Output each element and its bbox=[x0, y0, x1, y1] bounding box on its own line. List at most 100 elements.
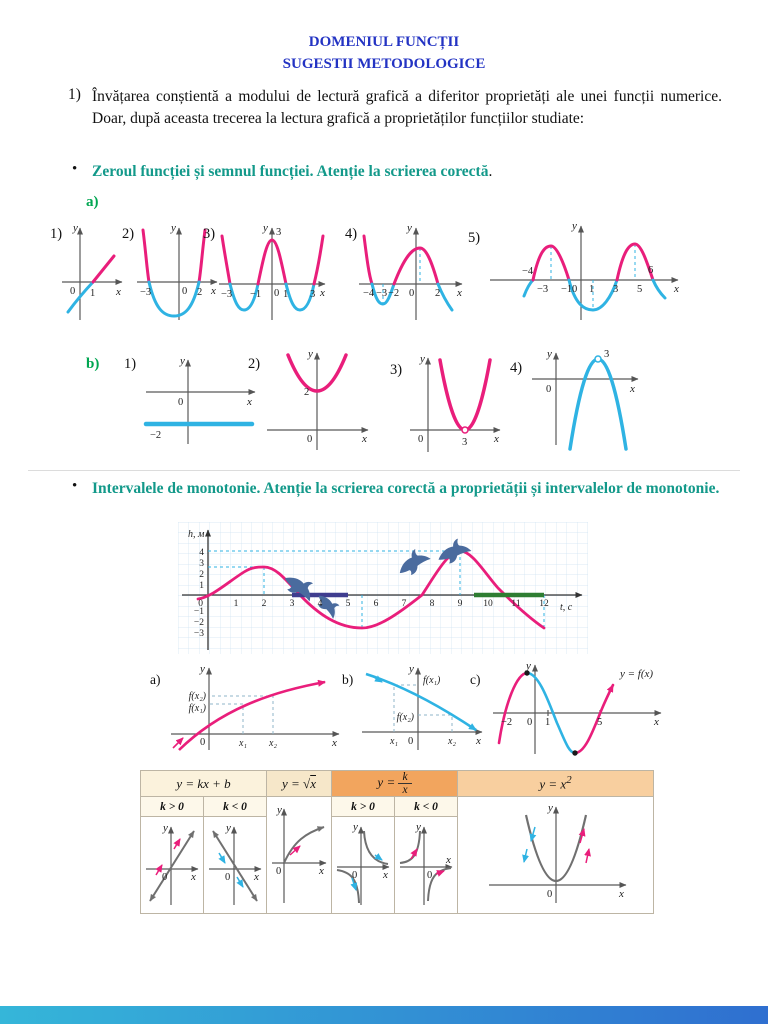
x-label: x bbox=[331, 737, 337, 749]
bullet1-line: Zeroul funcției și semnul funcției. Aten… bbox=[92, 161, 732, 183]
y-label: y bbox=[179, 355, 185, 367]
x2-label: x₂ bbox=[447, 736, 456, 747]
xtick: 1 bbox=[234, 599, 239, 609]
tick-m1: −1 bbox=[561, 284, 572, 295]
tick-0: 0 bbox=[276, 866, 281, 877]
pink-curve bbox=[392, 246, 440, 286]
y-label: y bbox=[199, 663, 205, 675]
cell-hyperbola-kneg: y 0 x bbox=[394, 816, 458, 915]
pink-curve bbox=[312, 234, 325, 286]
pink-curve bbox=[531, 244, 571, 282]
pink-parabola bbox=[438, 358, 492, 432]
graph-line-increasing: y 0 x bbox=[146, 822, 199, 906]
tick-0: 0 bbox=[546, 384, 551, 395]
x-label: x bbox=[445, 854, 451, 866]
pink-curve bbox=[615, 242, 655, 282]
x-label: x bbox=[318, 865, 324, 877]
tick-m4: −4 bbox=[363, 288, 375, 299]
direction-arrow-down bbox=[521, 848, 529, 864]
y-label: y bbox=[571, 220, 577, 232]
graph-b1: y 0 x −2 bbox=[143, 355, 256, 444]
dolphin-icon bbox=[438, 538, 472, 564]
line-curve bbox=[212, 830, 258, 902]
direction-arrow-down bbox=[371, 675, 383, 683]
graph-b2-tag: 2) bbox=[248, 356, 261, 372]
xtick: 3 bbox=[290, 599, 295, 609]
dashed-line bbox=[418, 714, 453, 732]
header-hyp-prefix: y = bbox=[377, 774, 396, 790]
cyan-parabola bbox=[568, 357, 628, 451]
cyan-curve bbox=[284, 282, 316, 312]
function-equation: y = f(x) bbox=[619, 668, 653, 680]
tick-0: 0 bbox=[409, 288, 414, 299]
parabola-curve bbox=[524, 814, 587, 882]
direction-arrow-up bbox=[583, 848, 591, 864]
tick-m2: −2 bbox=[150, 430, 161, 441]
ytick: 2 bbox=[199, 570, 204, 580]
cyan-curve bbox=[436, 282, 454, 312]
tick-m3: −3 bbox=[376, 288, 387, 299]
cyan-curve bbox=[651, 278, 667, 300]
direction-arrow-down bbox=[236, 876, 244, 888]
tick-0: 0 bbox=[547, 889, 552, 900]
header-linear-text: y = kx + b bbox=[176, 775, 231, 791]
label-b: b) bbox=[86, 356, 100, 372]
x-label: x bbox=[115, 286, 121, 298]
graph-a2-tag: 2) bbox=[122, 226, 135, 242]
xtick: 9 bbox=[458, 599, 463, 609]
pink-parabola bbox=[286, 353, 348, 393]
graph-sqrt: y 0 x bbox=[272, 804, 327, 904]
cyan-curve bbox=[66, 280, 95, 314]
x-label: x bbox=[673, 283, 679, 295]
bullet1-text: Zeroul funcției și semnul funcției. Aten… bbox=[92, 163, 489, 180]
graph-parabola: y 0 x bbox=[488, 802, 626, 904]
graph-mono-b-tag: b) bbox=[342, 672, 354, 687]
xtick: 7 bbox=[402, 599, 407, 609]
direction-arrow-up bbox=[173, 838, 181, 850]
fx2-label: f(x₂) bbox=[189, 691, 207, 702]
pink-curve bbox=[497, 671, 529, 745]
graph-hyperbola-kneg: y 0 x bbox=[399, 821, 453, 906]
cyan-curve bbox=[567, 278, 619, 312]
y-label: y bbox=[72, 222, 78, 234]
direction-arrow-down bbox=[350, 877, 358, 892]
x-label: x bbox=[361, 433, 367, 445]
y-label: y bbox=[307, 348, 313, 360]
tick-2: 2 bbox=[304, 387, 309, 398]
y-label: y bbox=[276, 804, 282, 816]
cell-sqrt-graph: y 0 x bbox=[266, 796, 332, 915]
tick-0: 0 bbox=[70, 286, 75, 297]
direction-arrow-up bbox=[289, 845, 301, 856]
label-a: a) bbox=[86, 194, 99, 210]
graph-mono-a-tag: a) bbox=[150, 672, 161, 687]
x-label: x bbox=[210, 285, 216, 297]
y-label: y bbox=[225, 822, 231, 834]
pink-curve bbox=[573, 683, 615, 755]
maximum-point bbox=[524, 670, 530, 676]
kpos-text: k > 0 bbox=[351, 800, 375, 813]
tick-0: 0 bbox=[200, 737, 205, 748]
kneg-text: k < 0 bbox=[414, 800, 438, 813]
bullet1-period: . bbox=[488, 163, 493, 180]
graph-a1-tag: 1) bbox=[50, 226, 63, 242]
tick-3: 3 bbox=[613, 284, 618, 295]
graph-a2: y x −3 0 2 bbox=[137, 222, 218, 320]
page-title: DOMENIUL FUNCȚII bbox=[308, 34, 460, 50]
graph-b4: 3 y 0 x bbox=[532, 348, 639, 451]
height-curve bbox=[196, 549, 546, 630]
pink-curve bbox=[197, 228, 207, 284]
x-label: x bbox=[475, 735, 481, 747]
graph-a3: 3 y x −3 −1 0 1 3 bbox=[219, 222, 326, 320]
hyperbola-branch bbox=[363, 831, 389, 866]
cyan-curve bbox=[522, 278, 535, 298]
tick-0: 0 bbox=[427, 870, 432, 881]
tick-m3: −3 bbox=[221, 289, 232, 300]
minimum-point bbox=[572, 750, 578, 756]
sqrt-curve bbox=[283, 826, 325, 864]
pink-curve bbox=[362, 234, 374, 286]
peak-value: 3 bbox=[276, 227, 281, 238]
cell-hyperbola-kpos: y 0 x bbox=[331, 816, 395, 915]
header-square-exponent: 2 bbox=[566, 774, 572, 787]
tick-5: 5 bbox=[597, 717, 602, 728]
